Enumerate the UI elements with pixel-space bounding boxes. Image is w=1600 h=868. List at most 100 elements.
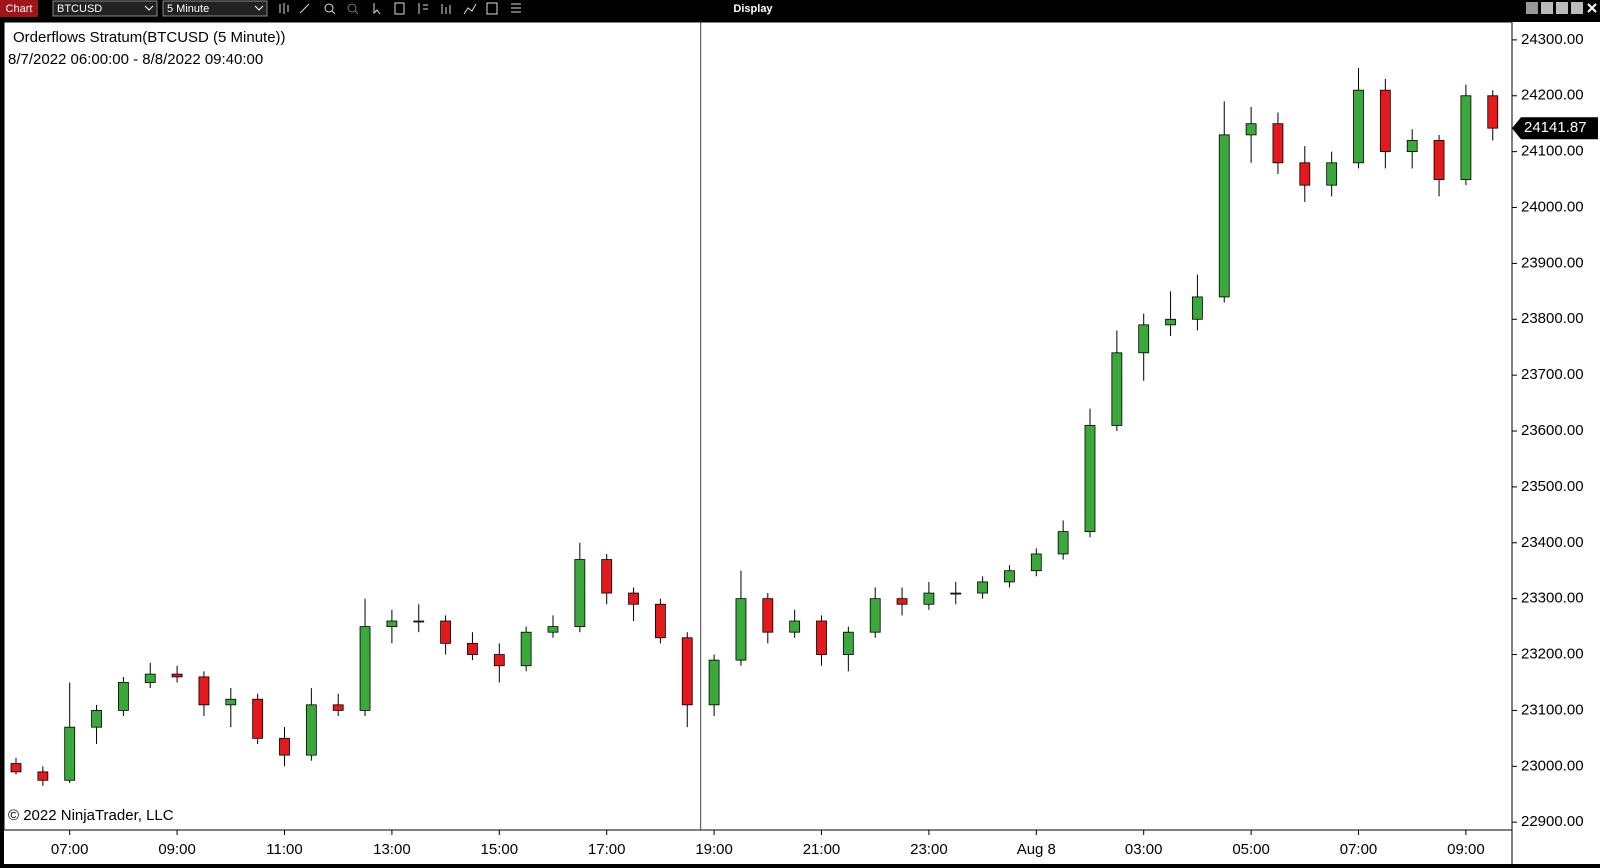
instrument-label: BTCUSD (57, 3, 102, 15)
x-tick-label: 13:00 (373, 841, 411, 858)
x-tick-label: 19:00 (695, 841, 733, 858)
candle-body (762, 598, 774, 633)
dropdown-arrow (254, 5, 264, 11)
candle-body (708, 659, 720, 706)
candle-body (467, 642, 478, 655)
candle-body (816, 620, 827, 655)
y-tick-label: 24100.00 (1521, 143, 1584, 160)
x-tick-label: 15:00 (481, 841, 519, 858)
last-price-label: 24141.87 (1524, 119, 1587, 136)
candle-body (1057, 531, 1069, 555)
candle-body (1272, 123, 1284, 164)
candle-body (440, 620, 452, 644)
candle-body (1326, 162, 1338, 186)
y-tick-label: 23900.00 (1521, 254, 1584, 271)
y-tick-label: 23300.00 (1521, 590, 1584, 607)
y-tick-label: 23400.00 (1521, 534, 1584, 551)
candle-body (198, 676, 210, 706)
candle-body (1299, 162, 1311, 186)
y-tick-label: 23200.00 (1521, 646, 1584, 663)
candle-body (574, 559, 586, 628)
x-tick-label: 17:00 (588, 841, 626, 858)
candle-body (279, 737, 290, 756)
y-tick-label: 23800.00 (1521, 310, 1584, 327)
time-axis (4, 830, 1512, 864)
y-tick-label: 24000.00 (1521, 198, 1584, 215)
candle-body (1406, 140, 1418, 153)
interval-label: 5 Minute (167, 3, 209, 15)
candle-body (735, 598, 747, 661)
x-tick-label: 21:00 (803, 841, 841, 858)
instrument-select[interactable] (52, 0, 158, 17)
x-tick-label: 05:00 (1232, 841, 1270, 858)
copyright: © 2022 NinjaTrader, LLC (8, 807, 174, 824)
candle-body (1192, 296, 1203, 320)
dropdown-arrow (144, 5, 154, 11)
candle-body (493, 654, 505, 667)
toolbar-icons[interactable] (279, 2, 521, 15)
candle-body (10, 763, 22, 773)
candle-body (789, 620, 801, 633)
candle-body (923, 592, 935, 605)
chart-tab[interactable] (0, 0, 38, 17)
candle-body (520, 631, 532, 667)
price-axis (1512, 22, 1600, 864)
candle-body (332, 704, 344, 711)
plot-area (3, 21, 1513, 831)
candle-body (305, 704, 317, 756)
interval-select[interactable] (162, 0, 268, 17)
x-tick-label: Aug 8 (1017, 841, 1056, 858)
candle-body (547, 626, 559, 633)
chart-title: Orderflows Stratum(BTCUSD (5 Minute)) (13, 29, 286, 46)
candle-body (1433, 140, 1445, 180)
y-tick-label: 23500.00 (1521, 478, 1584, 495)
x-tick-label: 09:00 (158, 841, 196, 858)
x-tick-label: 09:00 (1447, 841, 1485, 858)
candle-body (1165, 318, 1176, 326)
y-tick-label: 23600.00 (1521, 422, 1584, 439)
candle-body (655, 603, 666, 639)
candle-body (681, 637, 693, 706)
x-tick-label: 03:00 (1125, 841, 1163, 858)
candle-body (1379, 89, 1391, 153)
chart-subtitle: 8/7/2022 06:00:00 - 8/8/2022 09:40:00 (8, 51, 263, 68)
x-tick-label: 07:00 (1340, 841, 1378, 858)
last-price-marker (1512, 117, 1598, 140)
candle-body (1030, 553, 1042, 572)
candle-body (1084, 425, 1096, 533)
candle-body (1004, 570, 1015, 583)
candle-body (628, 592, 639, 605)
y-tick-label: 23000.00 (1521, 757, 1584, 774)
candle-body (1460, 95, 1472, 180)
candle-body (91, 710, 102, 728)
x-tick-label: 11:00 (266, 841, 302, 858)
candle-body (413, 620, 425, 623)
candle-body (144, 673, 156, 683)
y-tick-label: 24200.00 (1521, 87, 1584, 104)
window-buttons[interactable] (1526, 2, 1597, 14)
candle-body (842, 631, 854, 655)
candle-body (252, 698, 264, 739)
candle-body (869, 598, 881, 633)
candle-body (977, 581, 988, 594)
candle-body (1487, 95, 1499, 129)
candle-body (225, 698, 237, 706)
x-tick-label: 23:00 (910, 841, 948, 858)
candle-body (1353, 89, 1364, 164)
candle-body (896, 598, 908, 605)
candle-body (1111, 352, 1123, 426)
y-tick-label: 22900.00 (1521, 813, 1584, 830)
candle-body (1218, 134, 1230, 298)
candle-body (1245, 123, 1257, 136)
candle-body (118, 682, 129, 711)
x-tick-label: 07:00 (51, 841, 89, 858)
y-tick-label: 23700.00 (1521, 366, 1584, 383)
candle-body (1138, 324, 1150, 354)
window-title: Display (733, 3, 773, 15)
y-tick-label: 23100.00 (1521, 701, 1584, 718)
chart-tab-label: Chart (6, 3, 33, 15)
candle-body (37, 771, 49, 781)
candle-body (64, 726, 76, 781)
